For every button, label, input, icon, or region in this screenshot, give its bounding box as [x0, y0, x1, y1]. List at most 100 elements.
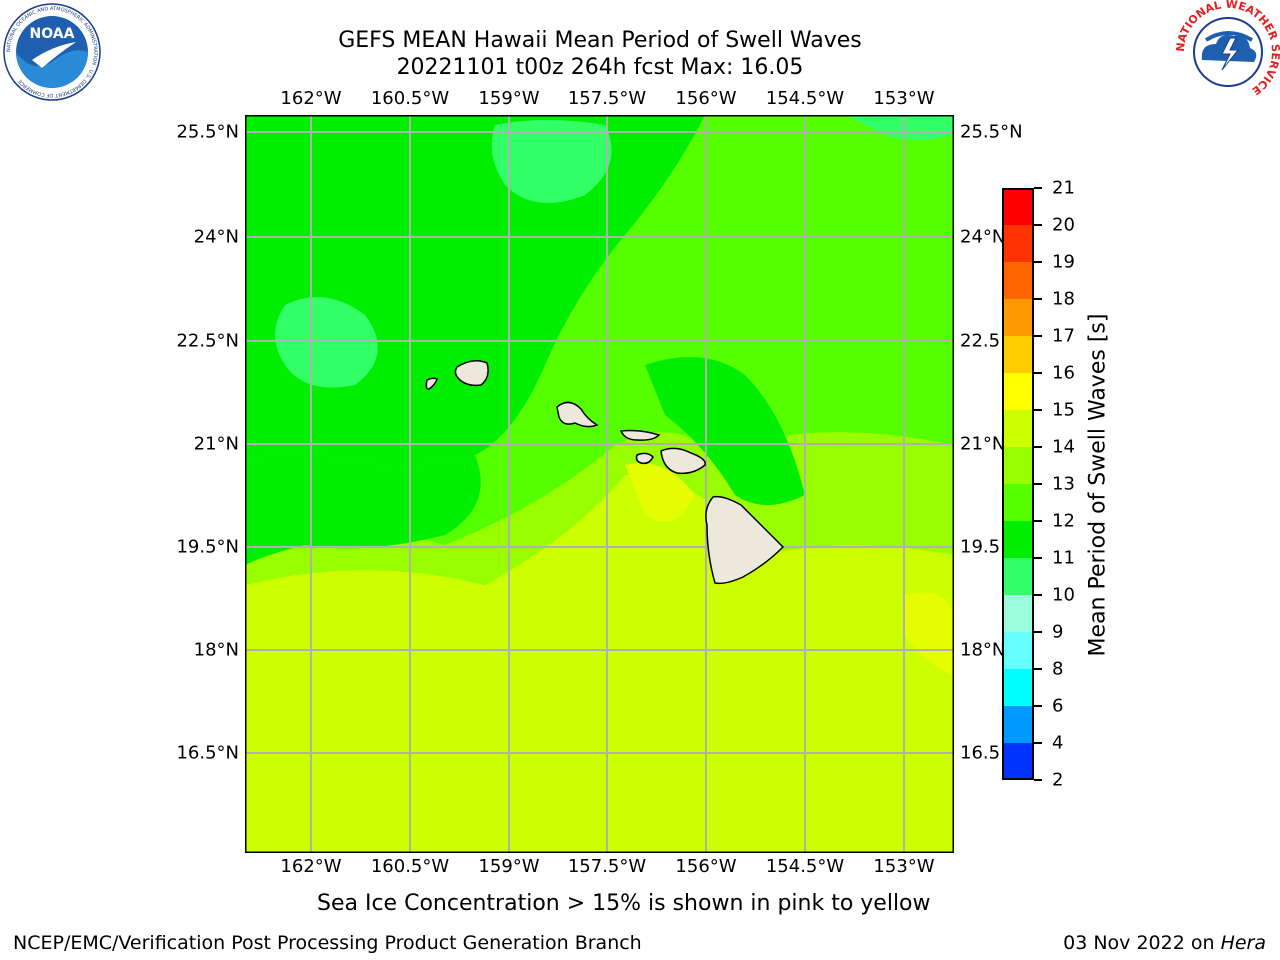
footer-machine: Hera	[1220, 932, 1266, 954]
islands	[425, 360, 785, 585]
colorbar-swatch	[1002, 743, 1034, 780]
colorbar-swatches	[1002, 188, 1034, 780]
colorbar-tick-label: 14	[1052, 436, 1075, 458]
field-15-central	[625, 463, 695, 522]
footer-date: 03 Nov 2022 on Hera	[1063, 932, 1266, 954]
colorbar-tick-mark	[1034, 446, 1042, 448]
field-10-11-ne	[845, 115, 954, 140]
footer-date-text: 03 Nov 2022 on	[1063, 932, 1221, 954]
colorbar-swatch	[1002, 669, 1034, 707]
colorbar-tick-label: 8	[1052, 658, 1064, 680]
colorbar-swatch	[1002, 632, 1034, 670]
island-molokai	[619, 429, 661, 441]
colorbar-swatch	[1002, 484, 1034, 522]
colorbar-tick-label: 18	[1052, 288, 1075, 310]
field-11-12-channel	[645, 357, 805, 505]
footer-branch: NCEP/EMC/Verification Post Processing Pr…	[13, 932, 642, 954]
colorbar-tick-label: 16	[1052, 362, 1075, 384]
colorbar-tick-label: 4	[1052, 732, 1064, 754]
colorbar-swatch	[1002, 410, 1034, 448]
field-10-11-north	[491, 120, 612, 203]
field-11-12-west	[245, 451, 481, 565]
colorbar-swatch	[1002, 521, 1034, 559]
right-lat-tick: 18°N	[960, 639, 1006, 661]
island-maui	[660, 447, 706, 475]
colorbar-tick-mark	[1034, 298, 1042, 300]
colorbar-tick-mark	[1034, 335, 1042, 337]
colorbar-swatch	[1002, 336, 1034, 374]
bottom-lon-tick: 154.5°W	[765, 856, 845, 877]
graticule	[245, 115, 954, 853]
colorbar	[1002, 188, 1034, 780]
colorbar-swatch	[1002, 373, 1034, 411]
colorbar-tick-label: 15	[1052, 399, 1075, 421]
colorbar-swatch	[1002, 706, 1034, 744]
right-lat-tick: 25.5°N	[960, 121, 1023, 143]
left-lat-tick: 18°N	[193, 639, 239, 661]
colorbar-tick-label: 19	[1052, 251, 1075, 273]
island-lanai	[635, 452, 654, 465]
colorbar-tick-label: 21	[1052, 177, 1075, 199]
left-lat-tick: 25.5°N	[176, 121, 239, 143]
colorbar-frame	[1002, 188, 1034, 780]
colorbar-tick-label: 9	[1052, 621, 1064, 643]
bottom-lon-tick: 153°W	[873, 856, 935, 877]
colorbar-swatch	[1002, 447, 1034, 485]
right-lat-tick: 21°N	[960, 433, 1006, 455]
colorbar-swatch	[1002, 558, 1034, 596]
colorbar-tick-mark	[1034, 224, 1042, 226]
island-kauai	[454, 360, 489, 387]
right-lat-tick: 16.5	[960, 742, 1001, 764]
top-lon-tick: 157.5°W	[567, 88, 647, 109]
colorbar-swatch	[1002, 595, 1034, 633]
island-niihau	[425, 377, 438, 390]
colorbar-tick-mark	[1034, 483, 1042, 485]
island-hawaii	[705, 495, 785, 585]
noaa-logo-text: NOAA	[30, 26, 75, 42]
right-lat-tick: 24°N	[960, 226, 1006, 248]
map-frame	[245, 115, 954, 853]
colorbar-tick-label: 6	[1052, 695, 1064, 717]
colorbar-tick-label: 2	[1052, 769, 1064, 791]
bottom-lon-tick: 159°W	[478, 856, 540, 877]
left-lat-tick: 16.5°N	[176, 742, 239, 764]
colorbar-tick-mark	[1034, 372, 1042, 374]
bottom-lon-tick: 162°W	[280, 856, 342, 877]
left-lat-tick: 22.5°N	[176, 330, 239, 352]
top-lon-tick: 160.5°W	[370, 88, 450, 109]
colorbar-tick-mark	[1034, 187, 1042, 189]
noaa-logo: NOAA NATIONAL OCEANIC AND ATMOSPHERIC AD…	[2, 2, 102, 102]
colorbar-tick-label: 20	[1052, 214, 1075, 236]
colorbar-title: Mean Period of Swell Waves [s]	[1085, 313, 1111, 657]
field-10-11-west	[275, 297, 378, 388]
island-oahu	[556, 401, 599, 428]
colorbar-tick-mark	[1034, 261, 1042, 263]
left-lat-tick: 19.5°N	[176, 536, 239, 558]
colorbar-tick-label: 13	[1052, 473, 1075, 495]
colorbar-tick-mark	[1034, 668, 1042, 670]
top-lon-tick: 154.5°W	[765, 88, 845, 109]
colorbar-swatch	[1002, 188, 1034, 226]
top-lon-tick: 153°W	[873, 88, 935, 109]
map-title: GEFS MEAN Hawaii Mean Period of Swell Wa…	[338, 28, 862, 53]
colorbar-tick-mark	[1034, 594, 1042, 596]
bottom-lon-tick: 157.5°W	[567, 856, 647, 877]
colorbar-tick-mark	[1034, 779, 1042, 781]
colorbar-tick-label: 12	[1052, 510, 1075, 532]
top-lon-tick: 156°W	[675, 88, 737, 109]
colorbar-tick-mark	[1034, 705, 1042, 707]
nws-logo: NATIONAL WEATHER SERVICE	[1174, 0, 1280, 104]
bottom-lon-tick: 160.5°W	[370, 856, 450, 877]
colorbar-tick-label: 11	[1052, 547, 1075, 569]
colorbar-swatch	[1002, 262, 1034, 300]
colorbar-tick-mark	[1034, 520, 1042, 522]
bottom-lon-tick: 156°W	[675, 856, 737, 877]
right-lat-tick: 19.5	[960, 536, 1001, 558]
map-panel	[245, 115, 954, 853]
left-lat-tick: 24°N	[193, 226, 239, 248]
colorbar-tick-mark	[1034, 557, 1042, 559]
colorbar-swatch	[1002, 225, 1034, 263]
colorbar-tick-label: 17	[1052, 325, 1075, 347]
left-lat-tick: 21°N	[193, 433, 239, 455]
swell-period-map	[245, 115, 954, 853]
